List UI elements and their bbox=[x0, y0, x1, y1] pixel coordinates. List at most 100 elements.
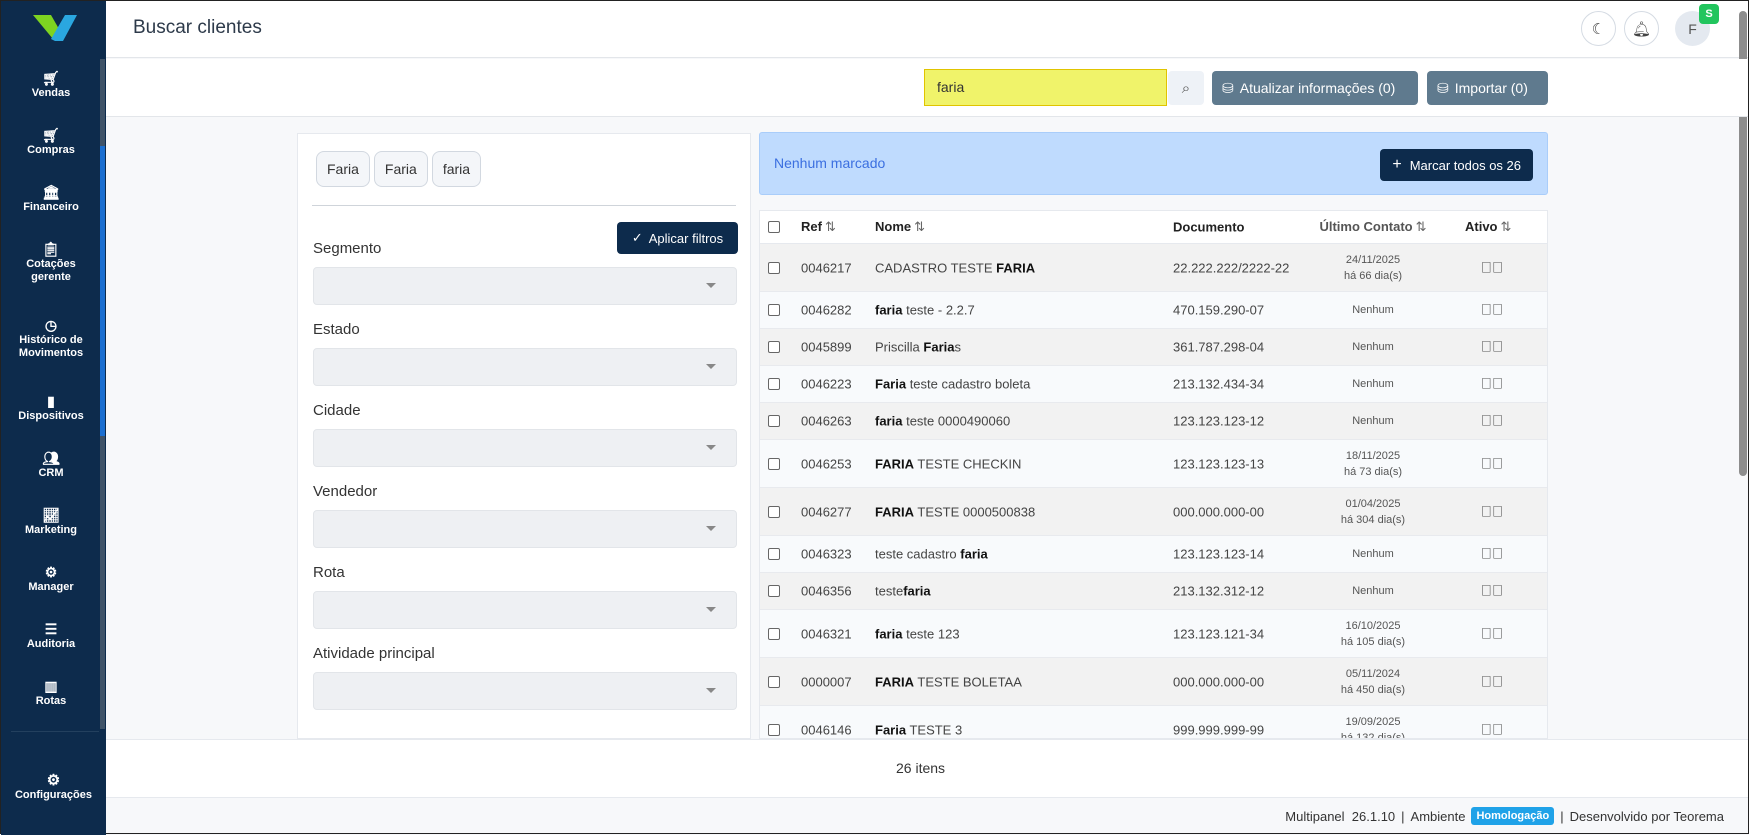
row-checkbox[interactable] bbox=[768, 723, 780, 736]
table-row[interactable]: 0046263 faria teste 0000490060 123.123.1… bbox=[760, 403, 1547, 440]
document-cell: 123.123.123-14 bbox=[1173, 546, 1265, 562]
sidebar: 🛒︎ Vendas 🛒︎ Compras 🏛︎ Financeiro 📋︎ Cotações … bbox=[1, 1, 106, 835]
sidebar-item-auditoria[interactable]: ☰ Auditoria bbox=[1, 614, 101, 671]
select-all-checkbox[interactable] bbox=[768, 221, 780, 233]
button-label: Atualizar informações (0) bbox=[1239, 80, 1396, 96]
row-checkbox[interactable] bbox=[768, 261, 780, 274]
row-checkbox[interactable] bbox=[768, 627, 780, 640]
search-button[interactable]: ⌕ bbox=[1168, 71, 1204, 105]
last-contact-cell: Nenhum bbox=[1352, 585, 1394, 597]
status-badge: S bbox=[1699, 4, 1719, 24]
sidebar-item-manager[interactable]: ⚙ Manager bbox=[1, 557, 101, 614]
document-cell: 123.123.123-12 bbox=[1173, 413, 1265, 429]
ref-cell: 0046277 bbox=[801, 504, 852, 519]
status-bar: Multipanel 26.1.10 | Ambiente Homologação… bbox=[1285, 807, 1724, 825]
filter-chip[interactable]: Faria bbox=[373, 151, 428, 187]
row-checkbox[interactable] bbox=[768, 505, 780, 518]
table-row[interactable]: 0046282 faria teste - 2.2.7 470.159.290-… bbox=[760, 292, 1547, 329]
row-checkbox[interactable] bbox=[768, 585, 780, 597]
last-contact-cell: Nenhum bbox=[1352, 341, 1394, 353]
filter-select[interactable] bbox=[313, 348, 737, 386]
import-button[interactable]: ⛁ Importar (0) bbox=[1427, 71, 1548, 105]
notifications-button[interactable]: 🔔︎ bbox=[1624, 11, 1659, 46]
sidebar-item-dispositivos[interactable]: ▮ Dispositivos bbox=[1, 386, 101, 443]
filter-select[interactable] bbox=[313, 510, 737, 548]
row-checkbox[interactable] bbox=[768, 304, 780, 316]
filter-select[interactable] bbox=[313, 672, 737, 710]
table-row[interactable]: 0046217 CADASTRO TESTE FARIA 22.222.222/… bbox=[760, 244, 1547, 292]
last-contact-cell: 19/09/2025 há 132 dia(s) bbox=[1340, 715, 1406, 739]
button-label: Importar (0) bbox=[1454, 80, 1528, 96]
sidebar-item-financeiro[interactable]: 🏛︎ Financeiro bbox=[1, 177, 101, 234]
name-cell: Faria TESTE 3 bbox=[875, 722, 963, 737]
table-row[interactable]: 0046321 faria teste 123 123.123.121-34 1… bbox=[760, 610, 1547, 658]
filter-label: Segmento bbox=[313, 240, 382, 257]
filter-select[interactable] bbox=[313, 429, 737, 467]
sidebar-item-label: Manager bbox=[28, 581, 74, 593]
check-circle-icon: ✓⃝ bbox=[1480, 455, 1504, 472]
name-cell: FARIA TESTE CHECKIN bbox=[875, 456, 1022, 471]
name-cell: testefaria bbox=[875, 583, 931, 599]
update-info-button[interactable]: ⛁ Atualizar informações (0) bbox=[1212, 71, 1418, 105]
page-title: Buscar clientes bbox=[133, 17, 262, 38]
check-circle-icon: ✓⃝ bbox=[1480, 503, 1504, 520]
row-checkbox[interactable] bbox=[768, 415, 780, 427]
row-checkbox[interactable] bbox=[768, 675, 780, 688]
filter-chip[interactable]: Faria bbox=[316, 151, 370, 187]
ref-cell: 0046321 bbox=[801, 626, 852, 641]
table-row[interactable]: 0046277 FARIA TESTE 0000500838 000.000.0… bbox=[760, 488, 1547, 536]
sidebar-scroll-thumb[interactable] bbox=[100, 146, 105, 436]
row-checkbox[interactable] bbox=[768, 457, 780, 470]
sidebar-item-crm[interactable]: 👥︎ CRM bbox=[1, 443, 101, 500]
filter-label: Vendedor bbox=[313, 483, 378, 500]
check-circle-icon: ✓⃝ bbox=[1480, 673, 1504, 690]
mark-all-button[interactable]: + Marcar todos os 26 bbox=[1380, 149, 1533, 181]
filter-select[interactable] bbox=[313, 591, 737, 629]
filter-select[interactable] bbox=[313, 267, 737, 305]
document-cell: 000.000.000-00 bbox=[1173, 674, 1265, 689]
column-ultimo-contato[interactable]: Último Contato ⇅ bbox=[1319, 219, 1427, 234]
search-input[interactable]: faria bbox=[924, 69, 1167, 106]
document-cell: 213.132.434-34 bbox=[1173, 376, 1265, 392]
table-row[interactable]: 0045899 Priscilla Farias 361.787.298-04 … bbox=[760, 329, 1547, 366]
column-ref[interactable]: Ref ⇅ bbox=[801, 219, 836, 234]
ref-cell: 0045899 bbox=[801, 339, 852, 355]
sort-icon: ⇅ bbox=[914, 219, 926, 234]
column-ativo[interactable]: Ativo ⇅ bbox=[1465, 219, 1512, 234]
chevron-down-icon bbox=[706, 607, 716, 612]
sidebar-item-label: Marketing bbox=[25, 524, 77, 536]
check-circle-icon: ✓⃝ bbox=[1480, 545, 1504, 563]
document-cell: 470.159.290-07 bbox=[1173, 302, 1265, 318]
table-row[interactable]: 0046253 FARIA TESTE CHECKIN 123.123.123-… bbox=[760, 440, 1547, 488]
filter-label: Rota bbox=[313, 564, 345, 581]
clients-table: Ref ⇅ Nome ⇅ Documento Último Contato ⇅ Ati… bbox=[759, 210, 1548, 739]
column-nome[interactable]: Nome ⇅ bbox=[875, 219, 926, 234]
table-row[interactable]: 0046356 testefaria 213.132.312-12 Nenhum… bbox=[760, 573, 1547, 610]
sidebar-item-configuracoes[interactable]: ⚙ Configurações bbox=[1, 771, 106, 801]
page-scrollbar[interactable] bbox=[1739, 11, 1747, 476]
item-count: 26 itens bbox=[896, 760, 946, 776]
clipboard-chart-icon: 📋︎ bbox=[42, 241, 60, 257]
sidebar-item-hist-rico-de-movimentos[interactable]: ◷ Histórico de Movimentos bbox=[1, 310, 101, 386]
sidebar-item-cota-es-gerente[interactable]: 📋︎ Cotações gerente bbox=[1, 234, 101, 310]
table-row[interactable]: 0046323 teste cadastro faria 123.123.123… bbox=[760, 536, 1547, 573]
table-row[interactable]: 0000007 FARIA TESTE BOLETAA 000.000.000-… bbox=[760, 658, 1547, 706]
sidebar-item-compras[interactable]: 🛒︎ Compras bbox=[1, 120, 101, 177]
last-contact-cell: Nenhum bbox=[1352, 378, 1394, 390]
sidebar-item-rotas[interactable]: ▥ Rotas bbox=[1, 671, 101, 723]
sidebar-item-marketing[interactable]: 📈︎ Marketing bbox=[1, 500, 101, 557]
check-circle-icon: ✓⃝ bbox=[1480, 375, 1504, 393]
ref-cell: 0000007 bbox=[801, 674, 852, 689]
sidebar-item-label: Auditoria bbox=[26, 638, 76, 650]
dark-mode-button[interactable]: ☾ bbox=[1581, 11, 1616, 46]
filter-chip[interactable]: faria bbox=[431, 151, 482, 187]
row-checkbox[interactable] bbox=[768, 548, 780, 560]
sort-icon: ⇅ bbox=[1415, 219, 1427, 234]
table-row[interactable]: 0046223 Faria teste cadastro boleta 213.… bbox=[760, 366, 1547, 403]
apply-filters-button[interactable]: ✓ Aplicar filtros bbox=[617, 222, 738, 254]
table-row[interactable]: 0046146 Faria TESTE 3 999.999.999-99 19/… bbox=[760, 706, 1547, 739]
gear-icon: ⚙ bbox=[46, 772, 61, 789]
sidebar-item-vendas[interactable]: 🛒︎ Vendas bbox=[1, 63, 101, 120]
row-checkbox[interactable] bbox=[768, 378, 780, 390]
row-checkbox[interactable] bbox=[768, 341, 780, 353]
